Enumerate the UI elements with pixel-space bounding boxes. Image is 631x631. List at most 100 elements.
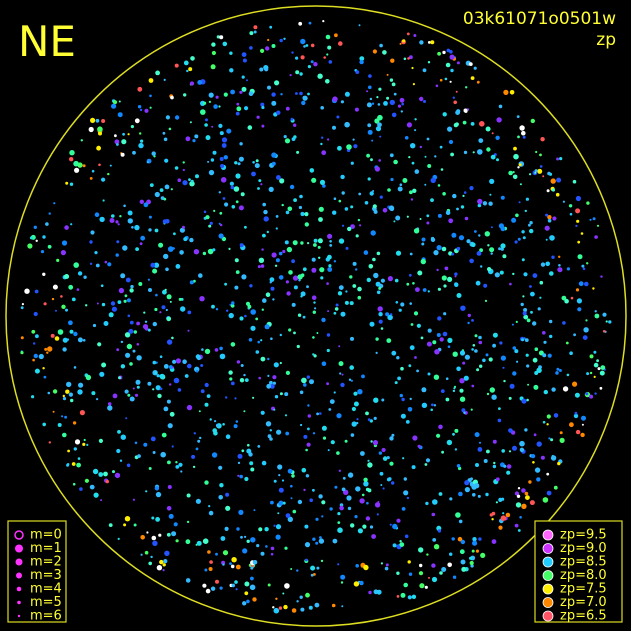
star <box>442 331 448 337</box>
star <box>305 558 308 562</box>
star <box>456 207 459 211</box>
star <box>246 79 248 82</box>
star <box>516 494 521 498</box>
legend-marker <box>16 586 22 592</box>
star <box>265 292 271 298</box>
star <box>419 96 424 102</box>
star <box>549 235 555 241</box>
star <box>467 313 471 318</box>
star <box>414 129 417 132</box>
star <box>239 142 243 146</box>
star <box>594 313 600 319</box>
star <box>101 362 107 368</box>
star <box>79 487 83 491</box>
star <box>359 59 364 65</box>
star <box>594 310 597 313</box>
star <box>534 347 539 352</box>
star <box>355 486 361 492</box>
star <box>515 213 519 218</box>
star <box>165 115 170 120</box>
star <box>359 224 362 227</box>
star <box>319 412 322 415</box>
star <box>164 550 170 556</box>
star <box>306 375 310 379</box>
star <box>534 467 541 473</box>
star <box>449 552 453 556</box>
star <box>273 524 276 527</box>
star <box>273 607 280 614</box>
star <box>269 25 273 29</box>
star <box>189 181 195 187</box>
star <box>586 372 590 376</box>
star <box>65 389 70 394</box>
star <box>233 424 238 429</box>
star <box>360 451 365 456</box>
star <box>353 401 359 407</box>
star <box>321 150 327 156</box>
star <box>530 118 535 124</box>
star <box>431 403 434 407</box>
star <box>460 559 466 565</box>
star <box>412 83 415 86</box>
star <box>367 459 370 462</box>
star <box>494 272 500 278</box>
star <box>446 439 453 446</box>
star <box>155 385 161 391</box>
star <box>143 442 148 447</box>
star <box>562 386 569 392</box>
star <box>513 153 519 160</box>
star <box>188 178 191 182</box>
star <box>127 133 130 136</box>
star <box>462 361 466 365</box>
star <box>260 48 265 54</box>
star <box>367 462 373 468</box>
star <box>124 332 131 338</box>
star <box>104 260 108 264</box>
star <box>114 134 117 138</box>
star <box>427 61 431 64</box>
star <box>279 361 282 365</box>
star <box>154 191 160 198</box>
star <box>350 224 355 230</box>
star <box>262 298 267 303</box>
star <box>500 226 506 232</box>
star <box>317 245 321 249</box>
star <box>386 477 391 482</box>
star <box>111 103 117 109</box>
star <box>433 404 437 407</box>
legend-marker <box>542 597 554 608</box>
star <box>391 112 397 118</box>
star <box>271 161 276 166</box>
star <box>532 273 538 278</box>
star <box>284 240 289 245</box>
star <box>274 80 280 86</box>
star <box>148 228 152 232</box>
star <box>414 118 417 121</box>
star <box>327 254 332 260</box>
star <box>117 223 120 226</box>
star <box>433 250 439 256</box>
star <box>166 532 171 537</box>
star <box>378 319 383 324</box>
star <box>459 350 466 356</box>
star <box>35 239 38 242</box>
star <box>200 364 204 367</box>
star <box>547 353 552 358</box>
star <box>425 501 429 506</box>
star <box>562 200 566 203</box>
star <box>278 251 283 256</box>
star <box>528 223 531 227</box>
star <box>500 243 506 249</box>
star <box>304 222 309 227</box>
star <box>445 397 450 402</box>
star <box>140 139 144 143</box>
star <box>532 321 537 326</box>
star <box>456 293 462 298</box>
star <box>498 525 503 530</box>
star <box>303 45 306 48</box>
star <box>529 221 533 225</box>
star <box>299 595 303 599</box>
star <box>99 371 105 377</box>
star <box>465 86 468 89</box>
star <box>177 388 182 392</box>
